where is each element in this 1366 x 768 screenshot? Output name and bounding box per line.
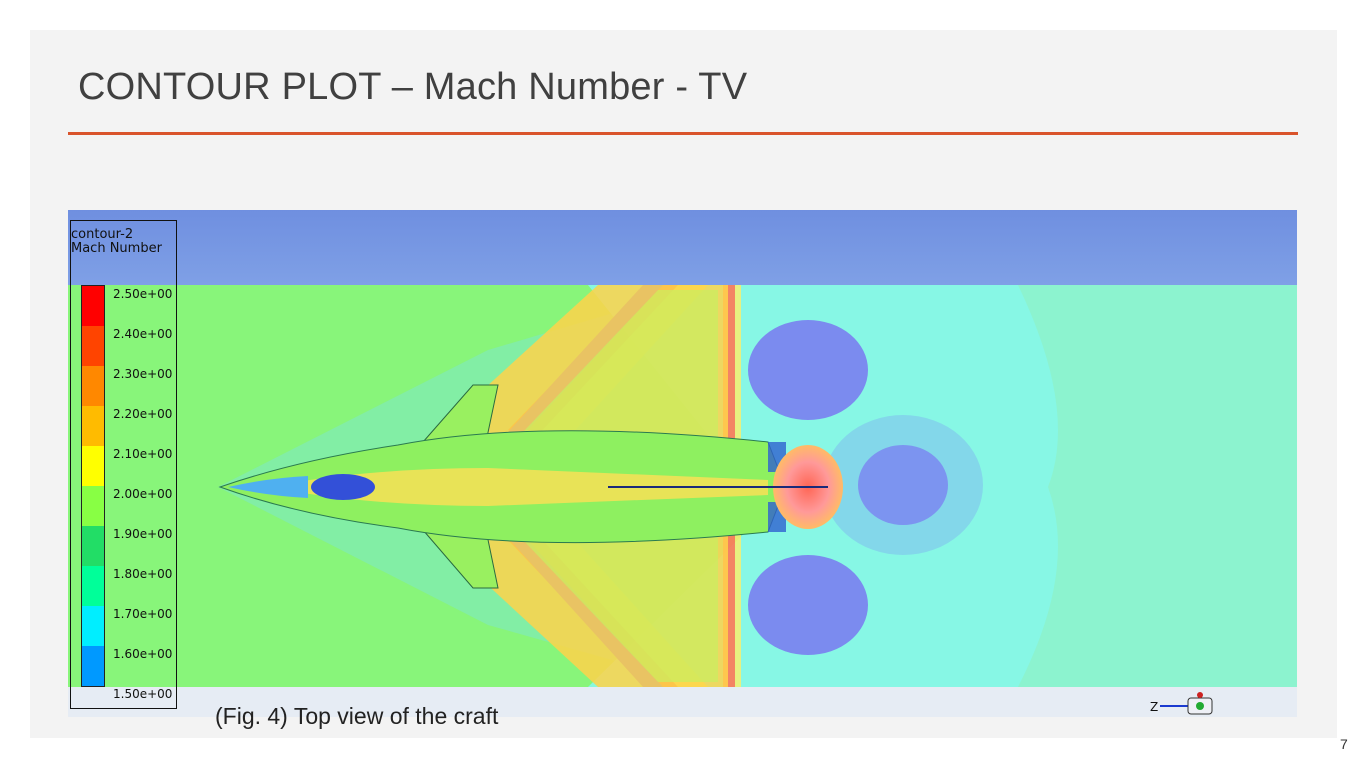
legend-level-label: 1.70e+00 <box>113 607 173 621</box>
legend-level-label: 2.50e+00 <box>113 287 173 301</box>
legend-level-label: 2.30e+00 <box>113 367 173 381</box>
color-legend: contour-2 Mach Number 2.50e+00 2.40e+00 … <box>70 220 177 709</box>
contour-plot-image <box>68 210 1297 717</box>
legend-swatch <box>82 406 104 446</box>
legend-swatch <box>82 326 104 366</box>
axis-origin-icon <box>1196 702 1204 710</box>
legend-variable-name: Mach Number <box>71 241 162 256</box>
slide-title: CONTOUR PLOT – Mach Number - TV <box>78 66 748 108</box>
legend-swatch <box>82 566 104 606</box>
legend-contour-name: contour-2 <box>71 227 134 242</box>
legend-swatch <box>82 486 104 526</box>
legend-level-label: 1.50e+00 <box>113 687 173 701</box>
legend-swatch <box>82 526 104 566</box>
legend-swatch <box>82 446 104 486</box>
legend-swatch <box>82 646 104 686</box>
figure-caption: (Fig. 4) Top view of the craft <box>215 703 499 729</box>
title-divider <box>68 132 1298 135</box>
legend-swatch <box>82 606 104 646</box>
axis-y-marker-icon <box>1197 692 1203 698</box>
legend-swatch <box>82 366 104 406</box>
legend-level-label: 1.60e+00 <box>113 647 173 661</box>
page-number: 7 <box>1340 736 1348 752</box>
axis-z-label: Z <box>1150 700 1158 714</box>
legend-swatch <box>82 286 104 326</box>
legend-level-label: 2.00e+00 <box>113 487 173 501</box>
contour-figure: contour-2 Mach Number 2.50e+00 2.40e+00 … <box>68 210 1297 717</box>
legend-level-label: 1.80e+00 <box>113 567 173 581</box>
legend-level-label: 2.10e+00 <box>113 447 173 461</box>
axis-orientation-triad: Z ᐞ <box>1148 690 1263 720</box>
legend-title: contour-2 Mach Number <box>71 228 162 256</box>
legend-level-label: 1.90e+00 <box>113 527 173 541</box>
legend-level-label: 2.20e+00 <box>113 407 173 421</box>
legend-color-bar <box>81 285 105 687</box>
legend-level-label: 2.40e+00 <box>113 327 173 341</box>
